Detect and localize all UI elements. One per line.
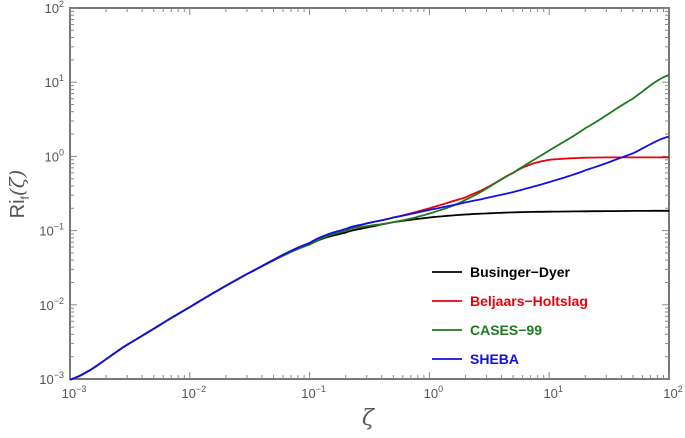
legend-label: SHEBA	[470, 351, 519, 367]
x-axis-title: ζ	[362, 406, 376, 431]
tick-marks	[69, 7, 670, 380]
series-line-3	[69, 135, 670, 381]
y-tick-label: 101	[45, 73, 64, 90]
y-axis-title-main: Ri	[7, 199, 29, 218]
legend: Businger−Dyer Beljaars−Holtslag CASES−99 SH…	[432, 264, 588, 367]
x-tick-label: 100	[424, 384, 443, 401]
x-tick-label: 10−2	[181, 384, 206, 401]
y-tick-label: 102	[45, 0, 64, 16]
x-tick-label: 10−1	[301, 384, 326, 401]
y-tick-label: 10−2	[39, 296, 64, 313]
x-tick-label: 10−3	[62, 384, 87, 401]
y-axis-title: Rif(ζ)	[5, 170, 32, 219]
y-tick-label: 10−1	[39, 222, 64, 239]
plot-frame	[69, 7, 670, 380]
y-tick-labels: 10−3 10−2 10−1 100 101 102	[39, 0, 64, 387]
series-line-1	[69, 156, 669, 381]
x-tick-labels: 10−3 10−2 10−1 100 101 102	[62, 384, 683, 401]
y-axis-title-arg: (ζ)	[5, 170, 29, 196]
y-tick-label: 10−3	[39, 370, 64, 387]
x-tick-label: 101	[543, 384, 562, 401]
y-axis-title-sub: f	[18, 195, 32, 199]
legend-label: CASES−99	[470, 322, 542, 338]
legend-label: Businger−Dyer	[470, 264, 571, 280]
legend-label: Beljaars−Holtslag	[470, 293, 588, 309]
y-tick-label: 100	[45, 147, 64, 164]
series-lines	[69, 74, 670, 381]
x-tick-label: 102	[663, 384, 682, 401]
